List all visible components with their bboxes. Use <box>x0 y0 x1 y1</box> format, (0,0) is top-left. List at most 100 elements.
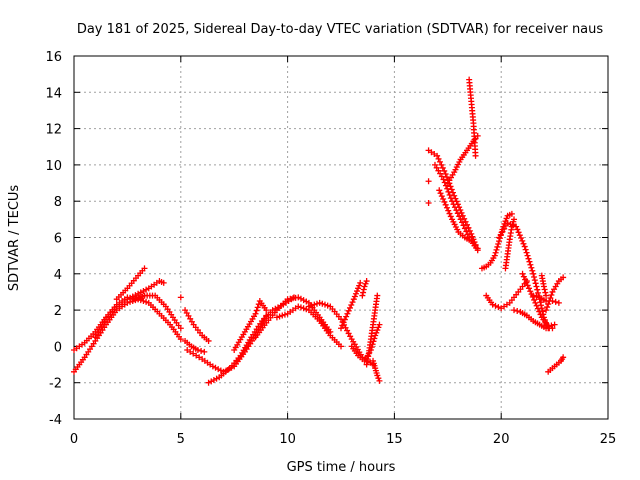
data-point <box>530 270 537 277</box>
data-point <box>313 300 320 307</box>
data-point <box>376 321 383 328</box>
data-point <box>524 282 531 289</box>
data-point <box>437 190 444 197</box>
data-point <box>491 252 498 259</box>
series-arc-6 <box>177 294 184 301</box>
data-point <box>493 246 500 253</box>
data-point <box>447 183 454 190</box>
data-point <box>544 304 551 311</box>
data-point <box>254 304 261 311</box>
data-point <box>535 289 542 296</box>
series-arc-36 <box>545 354 567 375</box>
data-point <box>324 302 331 309</box>
data-point <box>349 299 356 306</box>
data-point <box>552 298 559 305</box>
x-tick-label: 0 <box>70 432 78 447</box>
data-point <box>545 323 552 330</box>
data-point <box>516 232 523 239</box>
series-arc-27 <box>478 210 515 272</box>
data-point <box>297 304 304 311</box>
data-point <box>303 306 310 313</box>
data-point <box>508 210 515 217</box>
data-point <box>532 299 539 306</box>
series-arc-18 <box>363 292 381 368</box>
data-point <box>536 308 543 315</box>
series-arc-11 <box>231 298 270 354</box>
data-point <box>281 311 288 318</box>
data-point <box>530 292 537 299</box>
data-point <box>138 293 145 300</box>
data-point <box>339 322 346 329</box>
series-arc-24 <box>436 187 481 254</box>
series-arc-8 <box>182 337 208 355</box>
data-point <box>255 301 262 308</box>
data-point <box>338 343 344 350</box>
series-arc-15 <box>338 279 364 332</box>
data-point <box>520 273 527 280</box>
data-point <box>451 192 458 199</box>
data-point <box>363 278 370 285</box>
y-tick-label: -2 <box>49 377 62 392</box>
data-point <box>362 280 369 287</box>
series-arc-5 <box>130 292 184 332</box>
series-arc-34 <box>543 274 567 314</box>
data-point <box>279 312 286 319</box>
data-point <box>372 332 379 339</box>
data-point <box>445 188 452 195</box>
data-point <box>464 231 471 238</box>
data-point <box>474 247 481 254</box>
data-point <box>440 196 447 203</box>
data-point <box>511 216 518 223</box>
data-point <box>344 310 351 317</box>
data-point <box>463 228 470 235</box>
data-point <box>194 347 201 354</box>
y-tick-label: 0 <box>54 340 62 355</box>
data-point <box>316 299 323 306</box>
data-point <box>447 213 454 220</box>
series-arc-14 <box>305 299 377 368</box>
data-point <box>532 280 539 287</box>
series-arc-31 <box>511 307 556 332</box>
data-point <box>359 292 366 299</box>
data-point <box>263 307 270 314</box>
data-point <box>515 229 522 236</box>
data-point <box>375 375 382 382</box>
data-point <box>507 221 514 228</box>
data-point <box>374 372 381 379</box>
data-point <box>549 298 556 305</box>
data-point <box>438 161 445 168</box>
data-point <box>444 185 451 192</box>
data-point <box>425 200 432 207</box>
data-point <box>537 311 544 318</box>
data-point <box>547 295 554 301</box>
data-point <box>523 279 530 286</box>
data-point <box>545 301 552 308</box>
y-tick-label: 4 <box>54 268 62 283</box>
data-point <box>375 324 382 331</box>
data-point <box>543 307 550 314</box>
y-axis-label: SDTVAR / TECUs <box>7 185 22 292</box>
data-point <box>446 210 453 217</box>
data-point <box>510 222 517 229</box>
data-point <box>443 204 450 211</box>
y-tick-label: 14 <box>45 86 62 101</box>
series-arc-4 <box>113 265 148 303</box>
data-point <box>177 294 184 301</box>
data-point <box>469 233 476 240</box>
series-arc-23 <box>431 161 481 252</box>
data-point <box>442 201 449 208</box>
data-point <box>143 298 150 305</box>
x-tick-label: 25 <box>600 432 617 447</box>
data-point <box>449 189 456 196</box>
data-point <box>130 296 137 303</box>
data-point <box>442 170 449 177</box>
data-point <box>160 279 167 286</box>
data-point <box>436 187 443 194</box>
data-point <box>300 305 307 312</box>
series-arc-30 <box>483 278 530 312</box>
data-point <box>350 296 357 303</box>
series-arc-9 <box>184 312 270 375</box>
data-point <box>523 249 530 256</box>
data-point <box>177 336 184 343</box>
data-point <box>531 296 538 303</box>
